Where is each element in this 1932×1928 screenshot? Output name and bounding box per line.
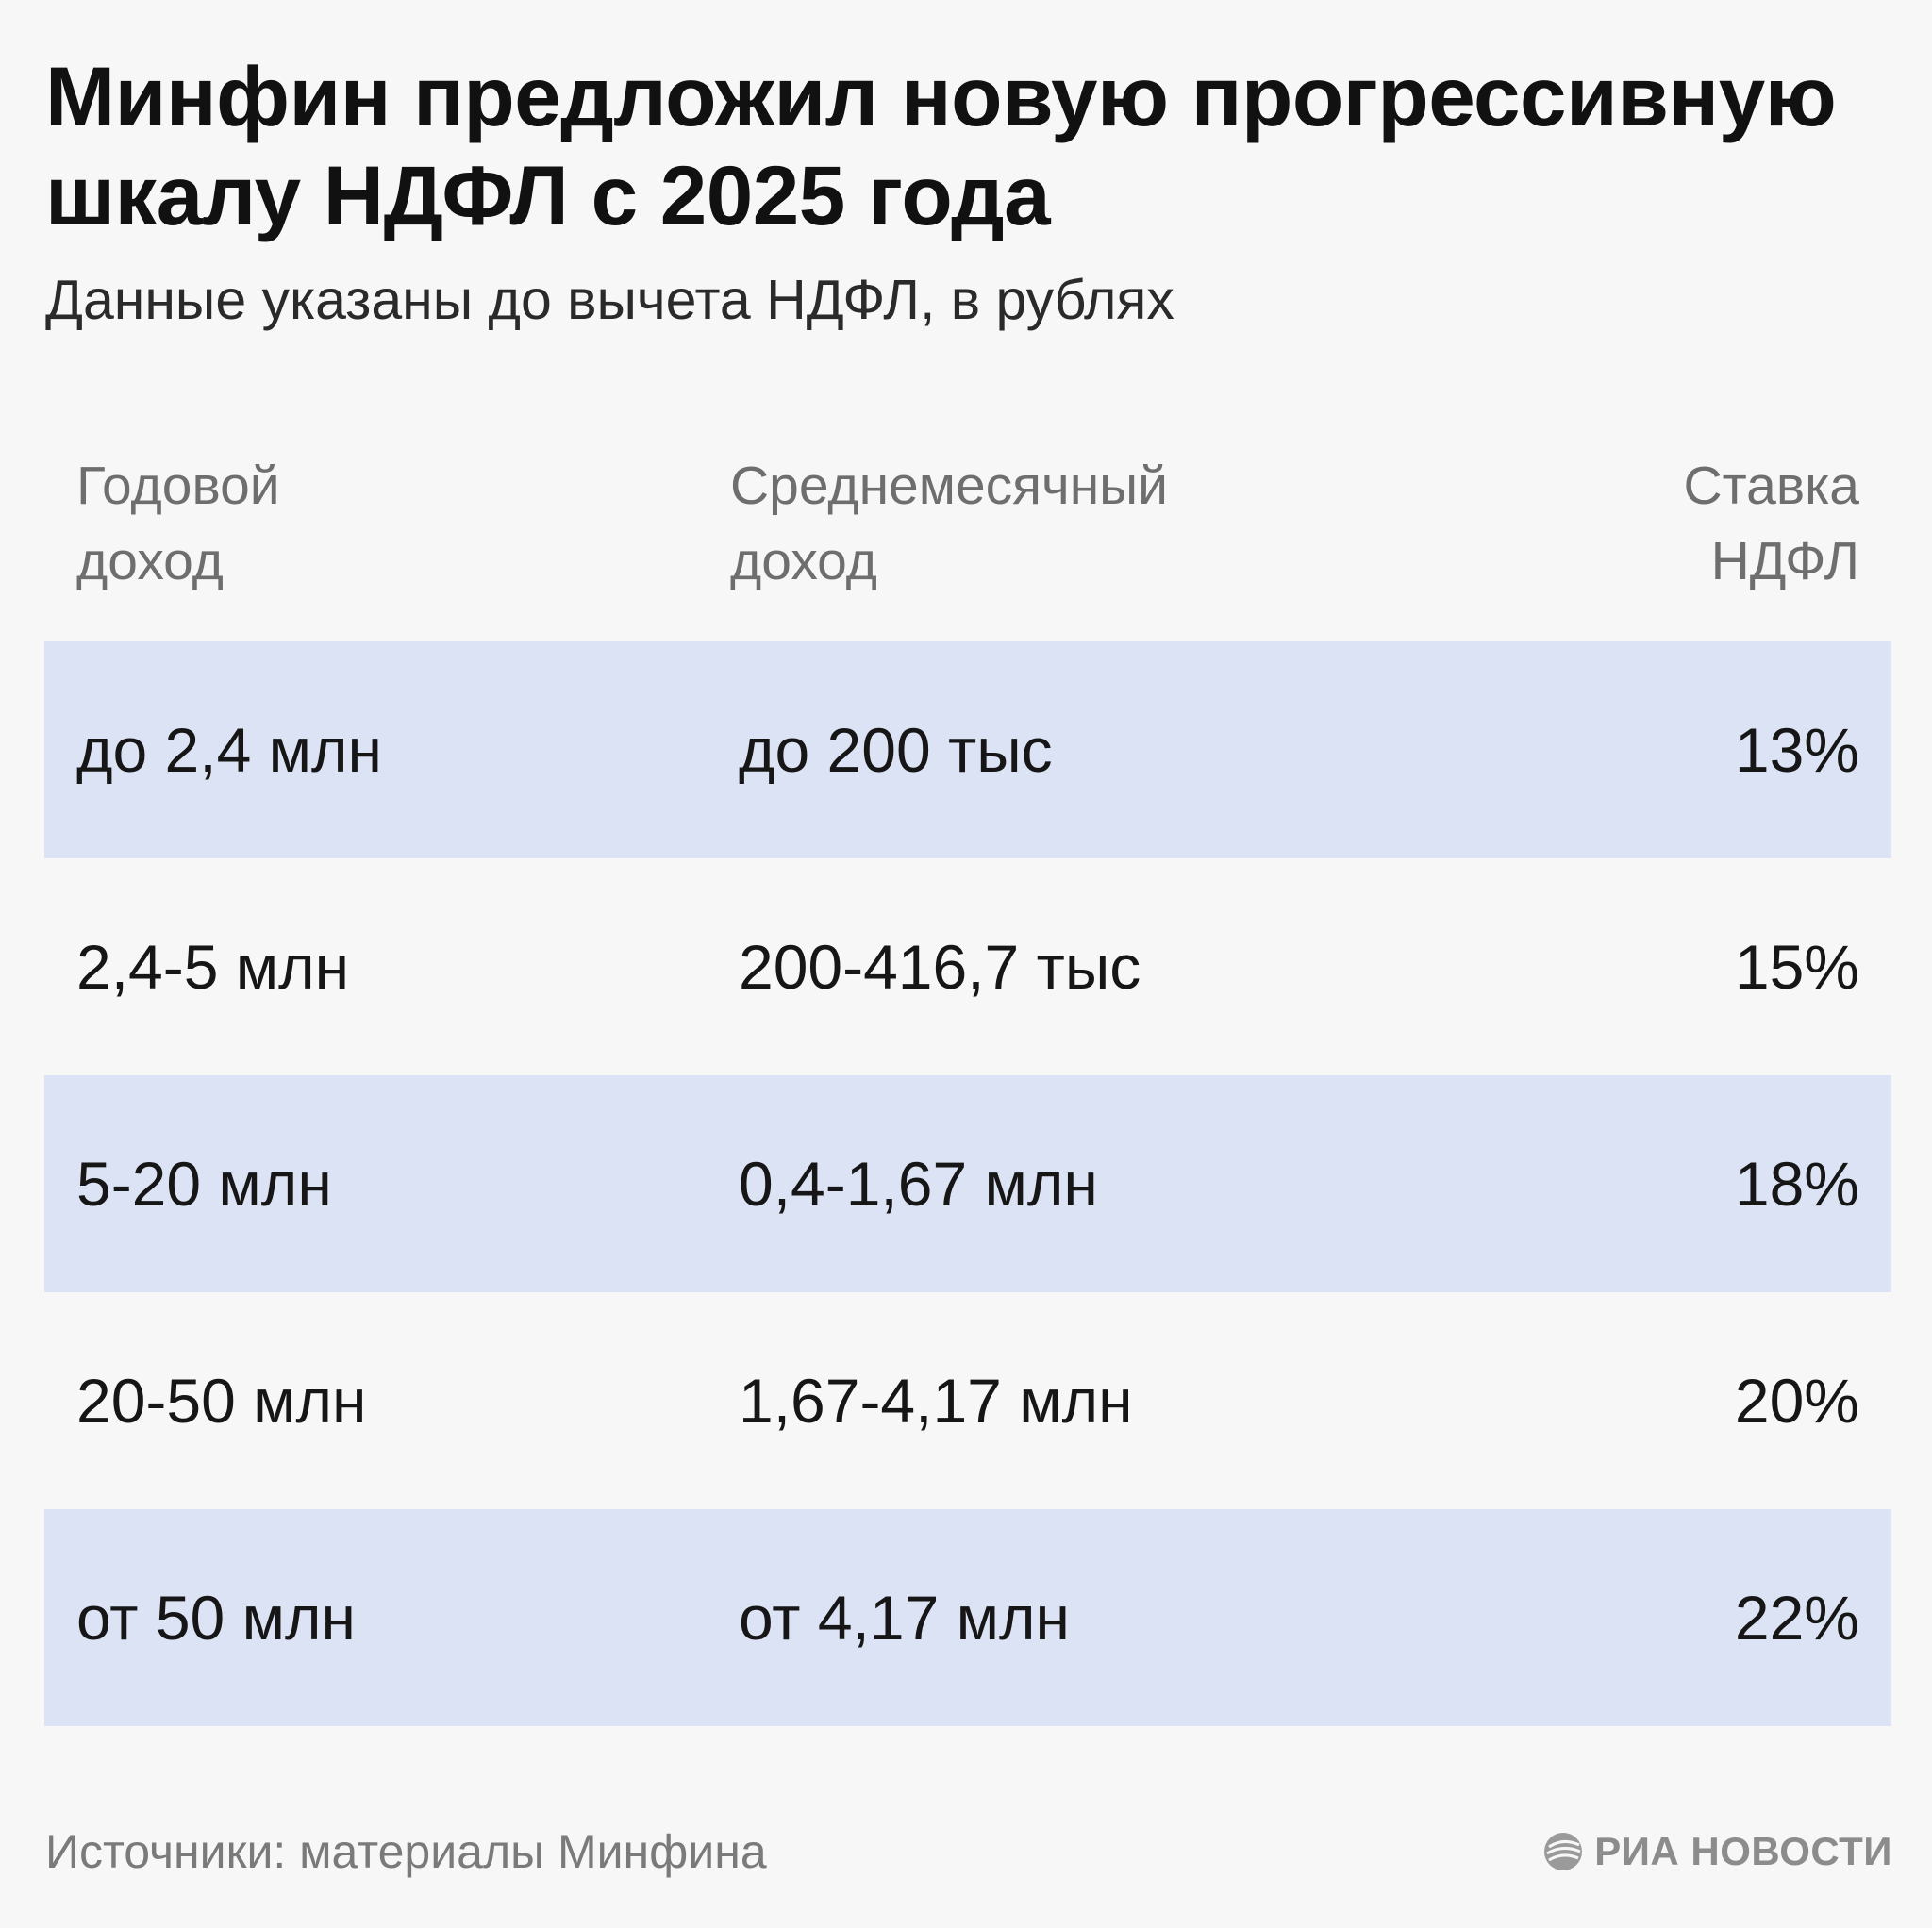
table-row: до 2,4 млн до 200 тыс 13% <box>44 641 1891 858</box>
tax-rate-cell: 22% <box>1734 1583 1859 1653</box>
annual-income-cell: до 2,4 млн <box>76 715 382 785</box>
table-row: от 50 млн от 4,17 млн 22% <box>44 1509 1891 1726</box>
ria-globe-icon <box>1544 1833 1583 1870</box>
tax-scale-table: до 2,4 млн до 200 тыс 13% 2,4-5 млн 200-… <box>44 641 1891 1726</box>
table-row: 20-50 млн 1,67-4,17 млн 20% <box>44 1292 1891 1509</box>
ria-novosti-logo: РИА НОВОСТИ <box>1541 1822 1892 1881</box>
annual-income-cell: 5-20 млн <box>76 1149 332 1219</box>
annual-income-cell: 20-50 млн <box>76 1366 367 1436</box>
table-header: Годовой доход Среднемесячный доход Ставк… <box>44 448 1891 599</box>
tax-rate-cell: 15% <box>1734 932 1859 1002</box>
table-row: 2,4-5 млн 200-416,7 тыс 15% <box>44 858 1891 1075</box>
monthly-income-cell: 200-416,7 тыс <box>739 932 1141 1002</box>
tax-rate-cell: 13% <box>1734 715 1859 785</box>
monthly-income-cell: до 200 тыс <box>739 715 1053 785</box>
annual-income-cell: от 50 млн <box>76 1583 356 1653</box>
source-note: Источники: материалы Минфина <box>45 1825 767 1878</box>
logo-text: РИА НОВОСТИ <box>1594 1829 1892 1873</box>
annual-income-cell: 2,4-5 млн <box>76 932 350 1002</box>
monthly-income-cell: 1,67-4,17 млн <box>739 1366 1133 1436</box>
column-header-monthly-income: Среднемесячный доход <box>730 456 1168 591</box>
chart-title: Минфин предложил новую прогрессивную шка… <box>45 49 1837 242</box>
column-header-annual-income: Годовой доход <box>76 456 280 591</box>
table-row: 5-20 млн 0,4-1,67 млн 18% <box>44 1075 1891 1292</box>
monthly-income-cell: от 4,17 млн <box>739 1583 1070 1653</box>
column-header-tax-rate: Ставка НДФЛ <box>1683 456 1859 591</box>
chart-subtitle: Данные указаны до вычета НДФЛ, в рублях <box>45 269 1174 331</box>
tax-rate-cell: 18% <box>1734 1149 1859 1219</box>
tax-rate-cell: 20% <box>1734 1366 1859 1436</box>
monthly-income-cell: 0,4-1,67 млн <box>739 1149 1098 1219</box>
